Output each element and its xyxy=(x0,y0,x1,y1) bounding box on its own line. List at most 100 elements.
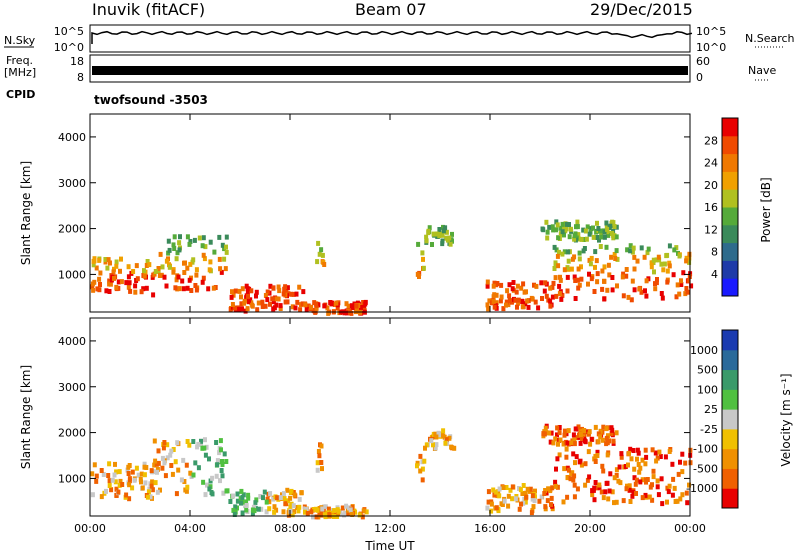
range-cell xyxy=(565,265,570,271)
range-cell xyxy=(222,451,227,457)
range-cell xyxy=(573,426,578,432)
frequency-panel: Freq. [MHz] 18 8 60 0 Nave CPID twofsoun… xyxy=(4,54,776,107)
range-cell xyxy=(114,486,119,492)
range-cell xyxy=(577,256,582,262)
range-cell xyxy=(162,440,167,445)
ytick-label: 2000 xyxy=(58,427,86,440)
range-cell xyxy=(200,243,205,249)
range-cell xyxy=(551,440,556,446)
range-cell xyxy=(303,509,307,515)
range-cell xyxy=(504,485,509,490)
range-cell xyxy=(604,220,609,226)
range-cell xyxy=(521,483,526,488)
range-cell xyxy=(560,221,565,227)
range-cell xyxy=(610,231,615,236)
range-cell xyxy=(672,485,677,491)
range-cell xyxy=(361,300,366,305)
range-cell xyxy=(191,257,196,263)
range-cell xyxy=(620,274,625,280)
range-cell xyxy=(268,491,273,497)
colorbar-swatch xyxy=(722,224,738,244)
range-cell xyxy=(594,258,599,264)
range-cell xyxy=(106,257,111,263)
range-cell xyxy=(164,283,169,289)
range-cell xyxy=(282,496,287,502)
range-cell xyxy=(155,466,160,472)
range-cell xyxy=(165,442,170,448)
range-cell xyxy=(576,424,581,430)
range-cell xyxy=(141,286,146,292)
range-cell xyxy=(555,432,559,438)
range-cell xyxy=(645,250,650,256)
range-cell xyxy=(611,438,616,444)
range-cell xyxy=(348,507,353,513)
range-cell xyxy=(548,285,553,291)
range-cell xyxy=(684,258,689,264)
range-cell xyxy=(265,297,270,303)
range-cell xyxy=(340,505,345,511)
range-cell xyxy=(595,235,600,240)
range-cell xyxy=(553,483,558,489)
range-cell xyxy=(171,447,176,452)
range-cell xyxy=(573,231,578,237)
range-cell xyxy=(646,246,651,252)
power-panel: 1000 2000 3000 4000 28 24 20 16 12 8 4 Slant Rang… xyxy=(19,113,773,316)
range-cell xyxy=(579,236,584,242)
range-cell xyxy=(638,465,643,471)
range-cell xyxy=(111,269,116,275)
range-cell xyxy=(506,493,511,499)
range-cell xyxy=(139,471,144,477)
range-cell xyxy=(149,468,154,474)
range-cell xyxy=(294,291,299,297)
range-cell xyxy=(218,478,222,484)
range-cell xyxy=(630,249,635,255)
range-cell xyxy=(244,283,249,289)
range-cell xyxy=(429,438,434,444)
range-cell xyxy=(437,233,442,239)
range-cell xyxy=(433,431,438,437)
range-cell xyxy=(628,243,633,249)
range-cell xyxy=(571,477,576,483)
range-cell xyxy=(621,498,626,504)
range-cell xyxy=(680,451,685,457)
range-cell xyxy=(553,262,558,267)
range-cell xyxy=(614,499,619,505)
range-cell xyxy=(335,507,340,513)
range-cell xyxy=(296,508,301,514)
range-cell xyxy=(285,299,290,305)
range-cell xyxy=(665,499,669,505)
range-cell xyxy=(114,469,119,475)
range-cell xyxy=(566,467,571,473)
range-cell xyxy=(250,302,255,308)
range-cell xyxy=(98,270,103,276)
range-cell xyxy=(316,449,321,454)
range-cell xyxy=(441,428,446,434)
colorbar-tick-label: 12 xyxy=(704,223,718,236)
range-cell xyxy=(639,245,644,251)
colorbar-swatch xyxy=(722,207,738,226)
range-cell xyxy=(187,241,192,247)
range-cell xyxy=(171,269,176,275)
range-cell xyxy=(309,509,314,515)
range-cell xyxy=(556,235,561,241)
range-cell xyxy=(119,279,124,285)
range-cell xyxy=(187,442,192,448)
range-cell xyxy=(172,246,177,251)
range-cell xyxy=(519,285,524,291)
range-cell xyxy=(295,299,300,305)
range-cell xyxy=(663,454,668,460)
range-cell xyxy=(579,462,584,468)
range-cell xyxy=(621,271,626,277)
range-cell xyxy=(684,286,689,291)
range-cell xyxy=(672,247,677,253)
range-cell xyxy=(90,284,95,290)
range-cell xyxy=(562,466,567,472)
range-cell xyxy=(436,430,441,436)
range-cell xyxy=(543,488,548,493)
range-cell xyxy=(452,445,457,451)
range-cell xyxy=(286,512,291,518)
range-cell xyxy=(142,464,147,470)
range-cell xyxy=(151,292,156,298)
range-cell xyxy=(520,491,525,496)
range-cell xyxy=(507,293,512,299)
